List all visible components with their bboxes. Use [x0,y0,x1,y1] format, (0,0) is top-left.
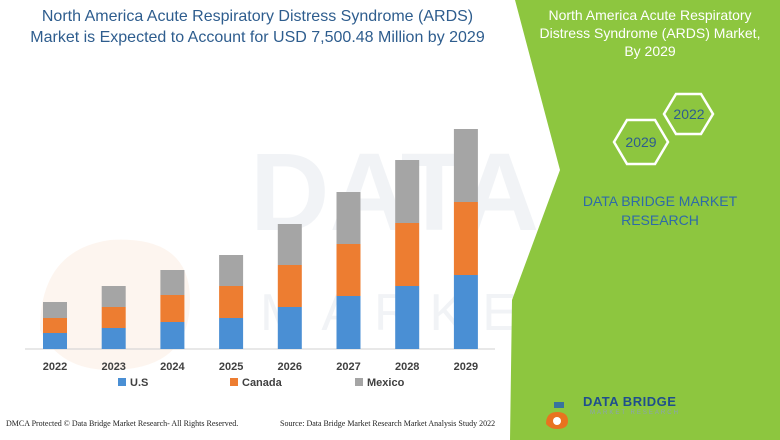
bar-us-2023 [101,328,126,349]
bar-mexico-2028 [395,160,420,223]
bar-canada-2026 [277,265,302,307]
bar-canada-2027 [336,244,361,296]
legend-label-canada: Canada [242,377,283,389]
bar-mexico-2029 [453,129,478,202]
hex-label-2022: 2022 [673,106,705,122]
bar-mexico-2024 [160,270,185,295]
bar-mexico-2025 [219,255,244,286]
panel-title-line3: By 2029 [624,43,676,59]
logo-name: DATA BRIDGE [583,394,677,409]
bar-canada-2029 [453,202,478,275]
bar-us-2022 [43,333,67,349]
hex-label-2029: 2029 [625,134,657,150]
x-tick-label-2028: 2028 [395,361,419,373]
legend-swatch-canada [230,378,238,386]
footer-source: Source: Data Bridge Market Research Mark… [280,419,496,428]
x-tick-label-2027: 2027 [336,361,360,373]
x-tick-label-2023: 2023 [101,361,125,373]
bar-us-2024 [160,322,185,349]
brand-line1: DATA BRIDGE MARKET [582,193,738,209]
x-tick-label-2026: 2026 [278,361,302,373]
page-title-line1: North America Acute Respiratory Distress… [41,8,474,25]
legend-label-us: U.S [130,377,148,389]
bar-canada-2022 [43,318,67,333]
x-tick-label-2024: 2024 [160,361,185,373]
legend-label-mexico: Mexico [367,377,405,389]
page-title-line2: Market is Expected to Account for USD 7,… [30,29,485,46]
data-bridge-logo-icon [546,392,568,429]
footer-copyright: DMCA Protected © Data Bridge Market Rese… [6,419,239,428]
panel-title: North America Acute Respiratory Distress… [528,6,772,60]
bar-canada-2028 [395,223,420,286]
panel-title-line2: Distress Syndrome (ARDS) Market, [539,25,761,41]
stacked-bar-chart: 2022 2023 2024 2025 2026 2027 2028 2029 U.S Canad… [25,129,495,389]
legend-swatch-us [118,378,126,386]
x-tick-label-2029: 2029 [454,361,478,373]
bar-canada-2024 [160,295,185,322]
brand-text: DATA BRIDGE MARKET RESEARCH [560,192,760,230]
bar-mexico-2023 [101,286,126,307]
page-title: North America Acute Respiratory Distress… [0,6,515,48]
brand-line2: RESEARCH [621,212,699,228]
bar-us-2026 [277,307,302,349]
bar-us-2027 [336,296,361,349]
logo-subtitle: MARKET RESEARCH [590,410,680,416]
panel-title-line1: North America Acute Respiratory [548,7,752,23]
legend-swatch-mexico [355,378,363,386]
x-tick-label-2025: 2025 [219,361,243,373]
bar-us-2029 [453,275,478,349]
bar-mexico-2022 [43,302,67,318]
bar-mexico-2027 [336,192,361,244]
bar-canada-2023 [101,307,126,328]
bar-us-2028 [395,286,420,349]
bar-canada-2025 [219,286,244,318]
x-tick-label-2022: 2022 [43,361,67,373]
bar-us-2025 [219,318,244,349]
bar-mexico-2026 [277,224,302,265]
